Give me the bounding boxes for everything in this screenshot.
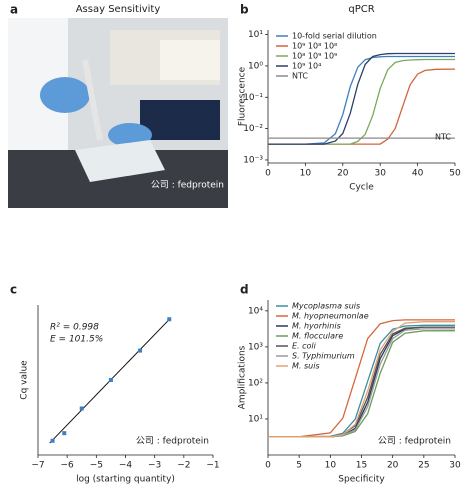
x-tick-label: 10 [325,461,337,471]
panel-label: a [10,3,18,17]
annotation: NTC [435,133,451,142]
x-tick-label: −5 [90,461,103,471]
x-tick-label: −2 [177,461,190,471]
y-axis-label: Fluorescence [238,66,248,126]
legend-label: M. flocculare [292,332,343,341]
legend-label: Mycoplasma suis [292,302,360,311]
legend-label: S. Typhimurium [292,352,355,361]
y-axis-label: Cq value [20,360,30,400]
series-line [268,52,455,145]
y-tick-label: 10² [248,378,263,388]
glove [40,77,90,113]
y-tick-label: 10⁻¹ [243,93,263,103]
x-tick-label: 25 [418,461,429,471]
annotation: E = 101.5% [50,335,103,345]
legend-label: 10⁹ 10⁴ [292,62,321,71]
glove-2 [108,123,152,147]
photo-title: Assay Sensitivity [76,4,161,15]
x-tick-label: 40 [412,169,424,179]
legend-label: M. suis [292,362,320,371]
pipette [82,59,103,141]
x-tick-label: −6 [61,461,75,471]
point [62,431,67,436]
x-tick-label: 30 [449,461,461,471]
series-line [268,55,455,145]
legend-label: M. hyorhinis [292,322,341,331]
x-tick-label: −4 [119,461,133,471]
panel-label: c [10,283,17,297]
rack [140,100,220,140]
x-tick-label: 20 [337,169,349,179]
x-axis-label: log (starting quantity) [76,475,175,485]
legend-label: M. hyopneumonlae [292,312,369,321]
point [167,317,172,322]
point [79,406,84,411]
x-tick-label: −1 [206,461,219,471]
y-axis-label: Amplifications [238,345,248,409]
x-axis-label: Cycle [349,183,374,193]
point [108,378,113,382]
y-tick-label: 10⁻³ [243,155,263,165]
annotation: R² = 0.998 [50,323,99,333]
photo: a Assay Sensitivity 公司 : fedprotein [8,3,228,208]
watermark: 公司 : fedprotein [151,180,224,191]
y-tick-label: 10¹ [248,414,263,424]
legend-label: NTC [292,72,308,81]
x-tick-label: 0 [265,461,271,471]
watermark: 公司 : fedprotein [378,436,451,447]
x-tick-label: 50 [449,169,461,179]
x-tick-label: 5 [296,461,302,471]
x-axis-label: Specificity [338,475,385,485]
instrument-2 [160,40,220,80]
legend-label: 10-fold serial dilution [292,32,377,41]
panel-label: b [240,3,249,17]
panel-label: d [240,283,249,297]
legend-label: 10⁸ 10⁹ 10⁹ [292,52,337,61]
series-line [268,321,455,438]
x-tick-label: −3 [148,461,161,471]
chart-title: qPCR [348,4,374,15]
x-tick-label: 20 [387,461,399,471]
x-tick-label: 10 [300,169,312,179]
plate [75,140,165,182]
y-tick-label: 10⁰ [248,61,263,71]
y-tick-label: 10⁻² [243,124,263,134]
x-tick-label: −7 [31,461,44,471]
point [50,438,55,443]
watermark: 公司 : fedprotein [136,436,209,447]
series-line [268,319,455,438]
x-tick-label: 15 [356,461,367,471]
y-tick-label: 10⁴ [248,306,263,316]
y-tick-label: 10³ [248,342,263,352]
legend-label: E. coli [292,342,317,351]
legend-label: 10⁹ 10⁸ 10⁸ [292,42,337,51]
point [138,348,143,353]
y-tick-label: 10¹ [248,30,263,40]
x-tick-label: 30 [374,169,386,179]
x-tick-label: 0 [265,169,271,179]
